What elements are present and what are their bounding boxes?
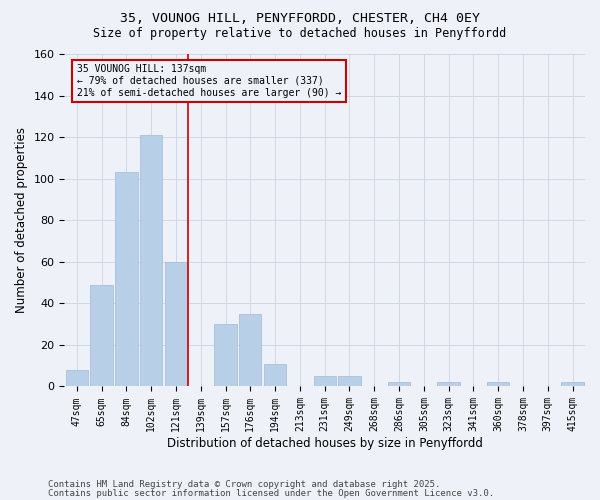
Bar: [314, 376, 336, 386]
Bar: [487, 382, 509, 386]
Bar: [388, 382, 410, 386]
Bar: [214, 324, 236, 386]
Bar: [91, 284, 113, 386]
Bar: [115, 172, 137, 386]
Text: Size of property relative to detached houses in Penyffordd: Size of property relative to detached ho…: [94, 28, 506, 40]
Bar: [140, 135, 163, 386]
Bar: [65, 370, 88, 386]
Text: 35, VOUNOG HILL, PENYFFORDD, CHESTER, CH4 0EY: 35, VOUNOG HILL, PENYFFORDD, CHESTER, CH…: [120, 12, 480, 26]
X-axis label: Distribution of detached houses by size in Penyffordd: Distribution of detached houses by size …: [167, 437, 482, 450]
Bar: [264, 364, 286, 386]
Bar: [338, 376, 361, 386]
Y-axis label: Number of detached properties: Number of detached properties: [15, 127, 28, 313]
Bar: [437, 382, 460, 386]
Bar: [562, 382, 584, 386]
Text: 35 VOUNOG HILL: 137sqm
← 79% of detached houses are smaller (337)
21% of semi-de: 35 VOUNOG HILL: 137sqm ← 79% of detached…: [77, 64, 341, 98]
Bar: [239, 314, 262, 386]
Text: Contains public sector information licensed under the Open Government Licence v3: Contains public sector information licen…: [48, 488, 494, 498]
Text: Contains HM Land Registry data © Crown copyright and database right 2025.: Contains HM Land Registry data © Crown c…: [48, 480, 440, 489]
Bar: [165, 262, 187, 386]
